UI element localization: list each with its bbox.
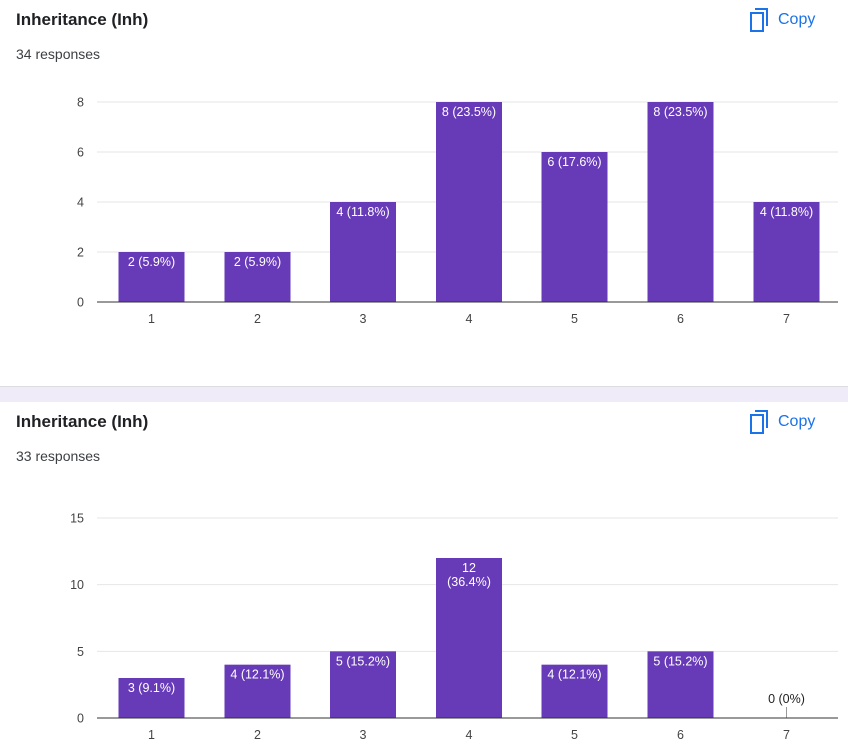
x-tick-label: 5	[571, 312, 578, 326]
bar	[118, 252, 185, 302]
x-tick-label: 3	[360, 312, 367, 326]
data-label: 4 (12.1%)	[230, 668, 284, 682]
x-tick-label: 1	[148, 728, 155, 742]
x-tick-label: 4	[466, 312, 473, 326]
x-tick-label: 7	[783, 728, 790, 742]
data-label: 8 (23.5%)	[653, 105, 707, 119]
data-label: 4 (11.8%)	[336, 205, 389, 219]
bar	[330, 651, 396, 718]
chart-card: Inheritance (Inh) 33 responses Copy 0 5 10…	[0, 402, 848, 750]
x-tick-label: 3	[360, 728, 367, 742]
bar	[541, 664, 608, 718]
y-tick-label: 5	[77, 645, 84, 659]
x-tick-label: 7	[783, 312, 790, 326]
data-label: 12	[462, 561, 476, 575]
bar	[541, 152, 608, 302]
x-tick-label: 6	[677, 728, 684, 742]
response-count: 34 responses	[16, 46, 101, 62]
copy-button[interactable]: Copy	[742, 4, 821, 36]
y-tick-label: 0	[77, 712, 84, 726]
y-tick-label: 10	[70, 578, 84, 592]
bar	[436, 558, 502, 718]
y-tick-label: 4	[77, 196, 84, 210]
y-tick-label: 15	[70, 512, 84, 526]
y-tick-label: 8	[77, 96, 84, 110]
bar-chart: 0 2 4 6 8 2 (5.9%) 2 (5.9%) 4 (11.8%) 8 (23.5%) 6…	[77, 96, 838, 326]
x-tick-label: 2	[254, 312, 261, 326]
data-label: 4 (11.8%)	[760, 205, 813, 219]
bar	[436, 102, 502, 302]
copy-label: Copy	[778, 11, 816, 28]
data-label: 4 (12.1%)	[547, 668, 601, 682]
copy-label: Copy	[778, 413, 816, 430]
data-label: 8 (23.5%)	[442, 105, 496, 119]
copy-icon	[748, 410, 770, 434]
x-tick-label: 4	[466, 728, 473, 742]
response-count: 33 responses	[16, 448, 101, 464]
copy-icon	[748, 8, 770, 32]
data-label: 3 (9.1%)	[128, 681, 175, 695]
y-tick-label: 6	[77, 146, 84, 160]
y-tick-label: 0	[77, 296, 84, 310]
y-tick-label: 2	[77, 246, 84, 260]
bar	[753, 202, 820, 302]
data-label: 6 (17.6%)	[547, 155, 601, 169]
bar	[647, 102, 714, 302]
bar	[330, 202, 396, 302]
chart-card: Inheritance (Inh) 34 responses Copy 0 2 4 6…	[16, 4, 838, 326]
copy-button[interactable]: Copy	[742, 406, 821, 438]
bar	[224, 252, 291, 302]
data-label: (36.4%)	[447, 575, 491, 589]
data-label: 2 (5.9%)	[128, 255, 175, 269]
bar	[118, 678, 185, 718]
x-tick-label: 6	[677, 312, 684, 326]
x-tick-label: 5	[571, 728, 578, 742]
card-title: Inheritance (Inh)	[16, 412, 149, 431]
card-separator	[0, 386, 848, 402]
bar	[224, 664, 291, 718]
data-label: 0 (0%)	[768, 692, 805, 706]
data-label: 5 (15.2%)	[653, 654, 707, 668]
card-title: Inheritance (Inh)	[16, 10, 149, 29]
data-label: 2 (5.9%)	[234, 255, 281, 269]
bar	[647, 651, 714, 718]
data-label: 5 (15.2%)	[336, 654, 390, 668]
x-tick-label: 2	[254, 728, 261, 742]
x-tick-label: 1	[148, 312, 155, 326]
